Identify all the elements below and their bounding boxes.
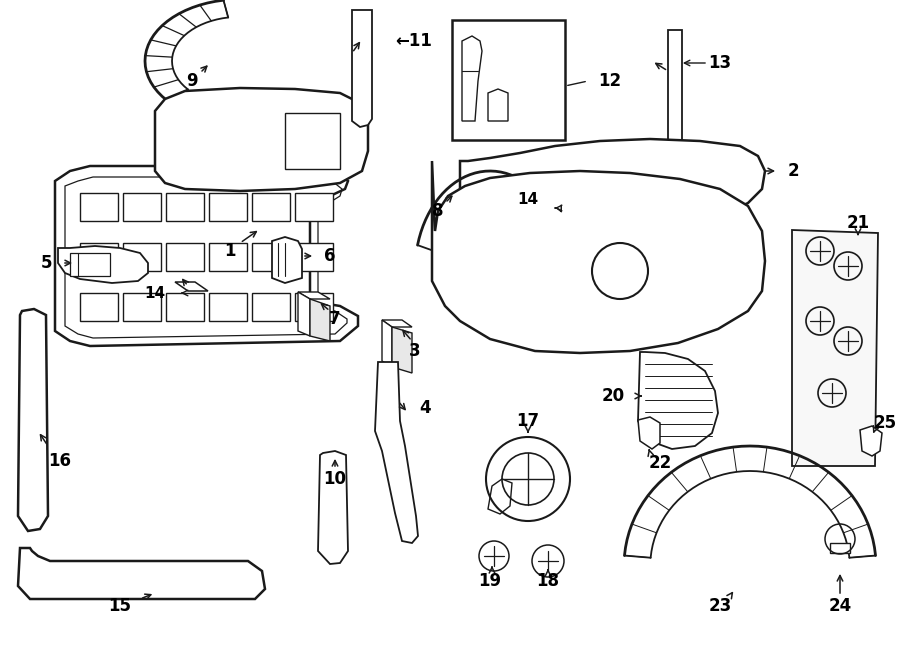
Polygon shape bbox=[18, 548, 265, 599]
Polygon shape bbox=[638, 417, 660, 449]
Polygon shape bbox=[462, 36, 482, 121]
Polygon shape bbox=[298, 292, 330, 299]
Polygon shape bbox=[375, 362, 418, 543]
Polygon shape bbox=[272, 237, 302, 283]
Polygon shape bbox=[252, 293, 290, 321]
Polygon shape bbox=[298, 292, 310, 336]
Polygon shape bbox=[175, 282, 208, 291]
Polygon shape bbox=[166, 193, 204, 221]
Polygon shape bbox=[209, 293, 247, 321]
Text: 18: 18 bbox=[536, 572, 560, 590]
Polygon shape bbox=[638, 352, 718, 449]
Text: 23: 23 bbox=[708, 597, 732, 615]
Polygon shape bbox=[80, 243, 118, 271]
Polygon shape bbox=[488, 89, 508, 121]
Polygon shape bbox=[80, 293, 118, 321]
Polygon shape bbox=[295, 243, 333, 271]
Text: 7: 7 bbox=[329, 310, 341, 328]
Text: 6: 6 bbox=[324, 247, 336, 265]
Polygon shape bbox=[252, 243, 290, 271]
Text: 24: 24 bbox=[828, 597, 851, 615]
Text: 9: 9 bbox=[186, 72, 198, 90]
Polygon shape bbox=[382, 320, 392, 367]
Polygon shape bbox=[80, 193, 118, 221]
Polygon shape bbox=[432, 161, 765, 353]
Polygon shape bbox=[123, 193, 161, 221]
Polygon shape bbox=[668, 30, 682, 179]
Polygon shape bbox=[460, 139, 765, 236]
Polygon shape bbox=[392, 327, 412, 373]
Text: 21: 21 bbox=[846, 214, 869, 232]
Polygon shape bbox=[55, 166, 358, 346]
Polygon shape bbox=[155, 88, 368, 191]
Text: 19: 19 bbox=[479, 572, 501, 590]
Polygon shape bbox=[860, 426, 882, 456]
Text: 12: 12 bbox=[598, 72, 621, 90]
Text: 25: 25 bbox=[873, 414, 896, 432]
Polygon shape bbox=[548, 208, 581, 217]
Text: 10: 10 bbox=[323, 470, 346, 488]
Polygon shape bbox=[209, 243, 247, 271]
Polygon shape bbox=[18, 309, 48, 531]
Polygon shape bbox=[295, 193, 333, 221]
Polygon shape bbox=[123, 293, 161, 321]
Polygon shape bbox=[166, 243, 204, 271]
Text: 13: 13 bbox=[708, 54, 732, 72]
Text: ←11: ←11 bbox=[395, 32, 432, 50]
Polygon shape bbox=[58, 246, 148, 283]
Polygon shape bbox=[123, 243, 161, 271]
Text: 2: 2 bbox=[788, 162, 799, 180]
Text: 8: 8 bbox=[432, 202, 444, 220]
Polygon shape bbox=[382, 320, 412, 327]
Text: 16: 16 bbox=[49, 452, 71, 470]
Polygon shape bbox=[295, 293, 333, 321]
Text: 17: 17 bbox=[517, 412, 540, 430]
Polygon shape bbox=[285, 113, 340, 169]
Text: 14: 14 bbox=[144, 286, 165, 301]
Polygon shape bbox=[352, 10, 372, 127]
Polygon shape bbox=[209, 193, 247, 221]
Polygon shape bbox=[310, 299, 330, 341]
Text: 20: 20 bbox=[602, 387, 625, 405]
Text: 3: 3 bbox=[410, 342, 421, 360]
Polygon shape bbox=[830, 543, 850, 553]
Text: 22: 22 bbox=[648, 454, 671, 472]
Text: 1: 1 bbox=[224, 242, 236, 260]
Polygon shape bbox=[166, 293, 204, 321]
Polygon shape bbox=[792, 230, 878, 466]
Polygon shape bbox=[70, 253, 110, 276]
Polygon shape bbox=[252, 193, 290, 221]
Text: 14: 14 bbox=[517, 192, 538, 206]
Text: 15: 15 bbox=[109, 597, 131, 615]
Polygon shape bbox=[318, 451, 348, 564]
Polygon shape bbox=[488, 479, 512, 514]
Bar bbox=[452, 20, 565, 140]
Text: 5: 5 bbox=[40, 254, 52, 272]
Text: 4: 4 bbox=[419, 399, 431, 417]
